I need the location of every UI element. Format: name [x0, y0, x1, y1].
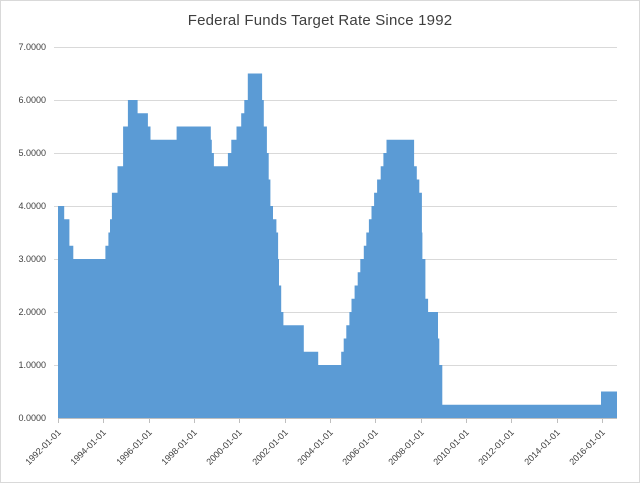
x-tick-label: 2004-01-01	[295, 427, 335, 467]
x-tick-label: 1994-01-01	[68, 427, 108, 467]
y-tick-label: 3.0000	[18, 254, 46, 264]
x-tick-label: 1998-01-01	[159, 427, 199, 467]
x-tick-label: 1992-01-01	[23, 427, 63, 467]
x-tick-label: 2010-01-01	[431, 427, 471, 467]
y-tick-label: 2.0000	[18, 307, 46, 317]
x-tick-label: 2000-01-01	[204, 427, 244, 467]
y-tick-label: 1.0000	[18, 360, 46, 370]
x-tick-label: 2006-01-01	[340, 427, 380, 467]
y-tick-label: 4.0000	[18, 201, 46, 211]
x-tick-label: 2012-01-01	[476, 427, 516, 467]
y-tick-label: 6.0000	[18, 95, 46, 105]
x-tick-label: 2014-01-01	[522, 427, 562, 467]
area-series	[58, 73, 617, 419]
x-tick-label: 2008-01-01	[386, 427, 426, 467]
y-tick-label: 0.0000	[18, 413, 46, 423]
x-tick-label: 1996-01-01	[114, 427, 154, 467]
y-tick-label: 5.0000	[18, 148, 46, 158]
x-tick-label: 2016-01-01	[567, 427, 607, 467]
chart-title: Federal Funds Target Rate Since 1992	[187, 12, 453, 29]
x-tick-label: 2002-01-01	[250, 427, 290, 467]
y-tick-label: 7.0000	[18, 42, 46, 52]
